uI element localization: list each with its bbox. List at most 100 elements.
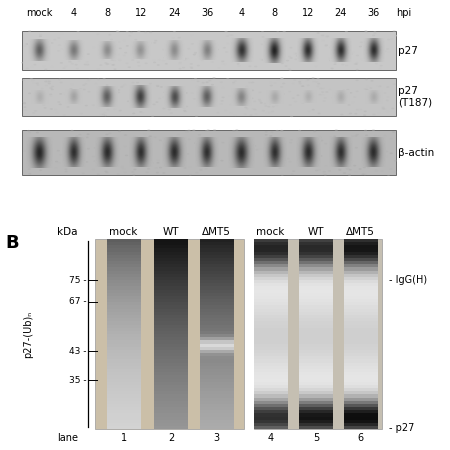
- Circle shape: [74, 40, 77, 42]
- Bar: [253, 274, 288, 277]
- Bar: [200, 363, 234, 366]
- Circle shape: [194, 52, 197, 54]
- Bar: [344, 239, 378, 242]
- Circle shape: [51, 89, 54, 90]
- Bar: [200, 270, 234, 274]
- Circle shape: [49, 94, 52, 95]
- Bar: [344, 353, 378, 356]
- Circle shape: [232, 130, 235, 131]
- Circle shape: [288, 91, 291, 92]
- Circle shape: [247, 145, 250, 147]
- Bar: [107, 264, 140, 267]
- Circle shape: [307, 61, 310, 63]
- Circle shape: [360, 58, 364, 60]
- Circle shape: [364, 58, 367, 59]
- Bar: [154, 423, 188, 426]
- Circle shape: [105, 63, 108, 65]
- Text: 24: 24: [168, 8, 180, 18]
- Circle shape: [26, 43, 29, 45]
- Circle shape: [205, 108, 208, 110]
- Circle shape: [211, 84, 214, 86]
- Circle shape: [311, 51, 314, 53]
- Circle shape: [68, 138, 72, 140]
- Bar: [107, 270, 140, 274]
- Circle shape: [334, 61, 337, 63]
- Bar: [107, 353, 140, 356]
- Bar: [299, 328, 333, 331]
- Circle shape: [248, 93, 252, 95]
- Circle shape: [179, 68, 182, 70]
- Circle shape: [32, 82, 36, 84]
- Bar: [299, 280, 333, 284]
- Circle shape: [36, 84, 40, 86]
- Circle shape: [230, 60, 234, 62]
- Circle shape: [232, 82, 235, 84]
- Circle shape: [44, 81, 47, 82]
- Text: mock: mock: [27, 8, 53, 18]
- Bar: [344, 378, 378, 382]
- Bar: [344, 299, 378, 302]
- Circle shape: [336, 152, 339, 153]
- Circle shape: [354, 113, 357, 115]
- Circle shape: [302, 151, 306, 153]
- Circle shape: [226, 36, 229, 37]
- Circle shape: [112, 157, 115, 158]
- Circle shape: [110, 45, 113, 47]
- Circle shape: [375, 49, 379, 51]
- Circle shape: [206, 81, 209, 83]
- Circle shape: [216, 49, 219, 50]
- Circle shape: [109, 154, 112, 156]
- Circle shape: [353, 165, 356, 166]
- Bar: [200, 420, 234, 423]
- Bar: [344, 382, 378, 385]
- Circle shape: [280, 158, 284, 160]
- Bar: [154, 350, 188, 353]
- Bar: [344, 388, 378, 391]
- Circle shape: [145, 160, 148, 162]
- Circle shape: [133, 135, 136, 137]
- Bar: [299, 423, 333, 426]
- Circle shape: [135, 151, 139, 153]
- Circle shape: [109, 95, 112, 97]
- Bar: [107, 414, 140, 417]
- Circle shape: [220, 103, 223, 105]
- Circle shape: [295, 53, 298, 54]
- Circle shape: [143, 58, 146, 59]
- Circle shape: [350, 160, 353, 162]
- Circle shape: [231, 153, 234, 155]
- Bar: [200, 242, 234, 245]
- Circle shape: [84, 83, 87, 85]
- Bar: [344, 401, 378, 404]
- Circle shape: [319, 88, 322, 89]
- Circle shape: [45, 85, 48, 86]
- Circle shape: [276, 42, 279, 44]
- Circle shape: [246, 143, 249, 144]
- Circle shape: [265, 134, 268, 136]
- Bar: [200, 277, 234, 280]
- Bar: [299, 382, 333, 385]
- Circle shape: [303, 148, 306, 150]
- Circle shape: [42, 142, 45, 144]
- Circle shape: [147, 49, 150, 50]
- Circle shape: [269, 99, 272, 100]
- Circle shape: [245, 86, 248, 87]
- Circle shape: [253, 145, 256, 147]
- Bar: [107, 248, 140, 252]
- Circle shape: [196, 141, 199, 143]
- Circle shape: [363, 148, 366, 149]
- Circle shape: [248, 82, 252, 83]
- Bar: [107, 391, 140, 394]
- Bar: [154, 369, 188, 372]
- Circle shape: [341, 64, 344, 65]
- Circle shape: [355, 171, 358, 173]
- Circle shape: [137, 65, 140, 67]
- Bar: [299, 426, 333, 429]
- Circle shape: [269, 139, 272, 141]
- Bar: [154, 248, 188, 252]
- Circle shape: [122, 168, 126, 170]
- Text: 2: 2: [168, 433, 174, 443]
- Circle shape: [237, 51, 240, 53]
- Bar: [154, 410, 188, 414]
- Circle shape: [119, 48, 122, 49]
- Circle shape: [372, 58, 375, 59]
